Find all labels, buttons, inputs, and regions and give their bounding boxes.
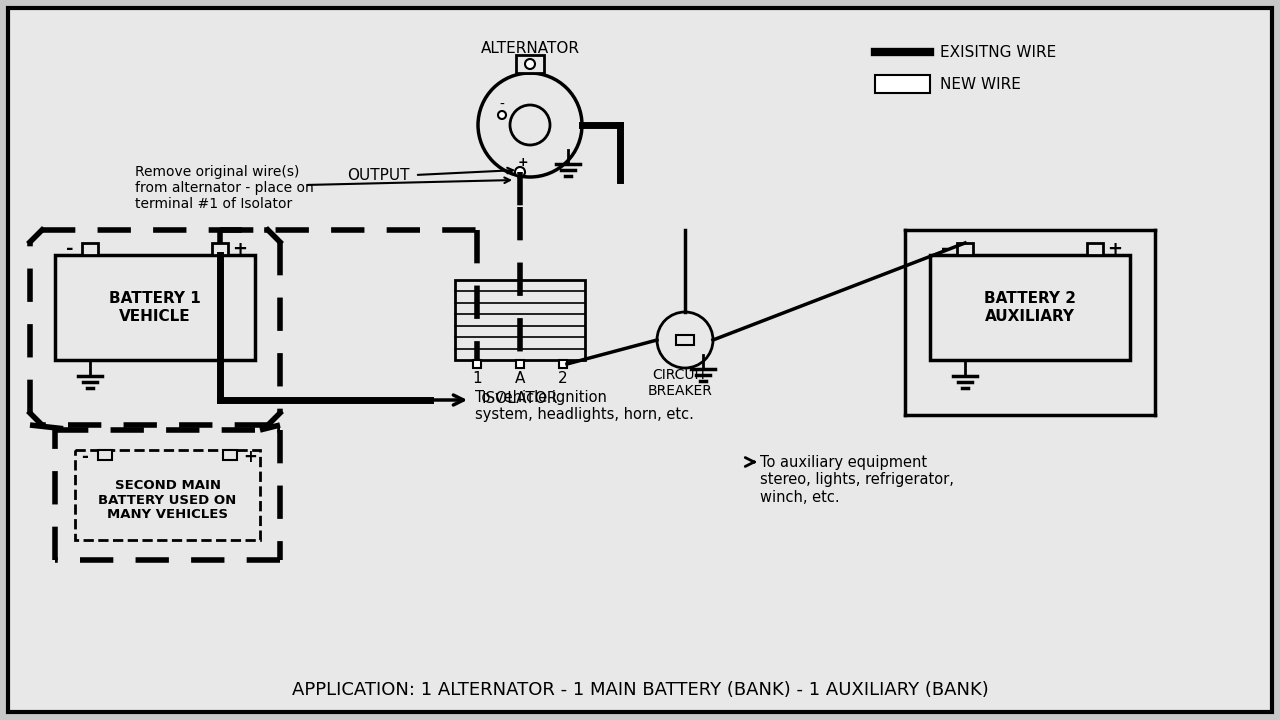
Circle shape	[477, 73, 582, 177]
Text: To auxiliary equipment
stereo, lights, refrigerator,
winch, etc.: To auxiliary equipment stereo, lights, r…	[760, 455, 954, 505]
Text: 2: 2	[558, 371, 568, 385]
Circle shape	[657, 312, 713, 368]
Text: OUTPUT: OUTPUT	[347, 168, 410, 182]
Bar	[99, 450, 113, 460]
Text: NEW WIRE: NEW WIRE	[940, 76, 1021, 91]
Text: ISOLATOR: ISOLATOR	[481, 390, 558, 405]
Text: Remove original wire(s)
from alternator - place on
terminal #1 of Isolator: Remove original wire(s) from alternator …	[134, 165, 314, 212]
Text: ALTERNATOR: ALTERNATOR	[480, 40, 580, 55]
Bar	[454, 280, 585, 360]
Circle shape	[515, 167, 525, 177]
Bar	[559, 360, 567, 368]
Text: -: -	[82, 448, 88, 466]
Bar	[1087, 243, 1103, 255]
Text: A: A	[515, 371, 525, 385]
Text: CIRCUIT
BREAKER: CIRCUIT BREAKER	[648, 368, 713, 398]
Bar	[82, 243, 99, 255]
Text: EXISITNG WIRE: EXISITNG WIRE	[940, 45, 1056, 60]
Circle shape	[509, 105, 550, 145]
Circle shape	[525, 59, 535, 69]
Text: -: -	[941, 240, 948, 258]
Text: -: -	[499, 98, 504, 112]
Bar	[931, 255, 1130, 360]
Text: To vehicle ignition
system, headlights, horn, etc.: To vehicle ignition system, headlights, …	[475, 390, 694, 423]
Bar	[55, 255, 255, 360]
Text: +: +	[517, 156, 529, 168]
Bar	[876, 75, 931, 93]
Bar	[516, 360, 524, 368]
Text: -: -	[67, 240, 74, 258]
Bar	[516, 55, 544, 73]
Text: SECOND MAIN
BATTERY USED ON
MANY VEHICLES: SECOND MAIN BATTERY USED ON MANY VEHICLE…	[99, 479, 237, 521]
Circle shape	[498, 111, 506, 119]
Bar	[676, 335, 694, 345]
Text: +: +	[233, 240, 247, 258]
Text: BATTERY 1
VEHICLE: BATTERY 1 VEHICLE	[109, 292, 201, 324]
Bar	[76, 450, 260, 540]
Bar	[474, 360, 481, 368]
Bar	[957, 243, 973, 255]
Text: +: +	[1107, 240, 1123, 258]
Bar	[223, 450, 237, 460]
Text: BATTERY 2
AUXILIARY: BATTERY 2 AUXILIARY	[984, 292, 1076, 324]
Text: APPLICATION: 1 ALTERNATOR - 1 MAIN BATTERY (BANK) - 1 AUXILIARY (BANK): APPLICATION: 1 ALTERNATOR - 1 MAIN BATTE…	[292, 681, 988, 699]
Bar	[212, 243, 228, 255]
Text: 1: 1	[472, 371, 481, 385]
Text: +: +	[243, 448, 257, 466]
